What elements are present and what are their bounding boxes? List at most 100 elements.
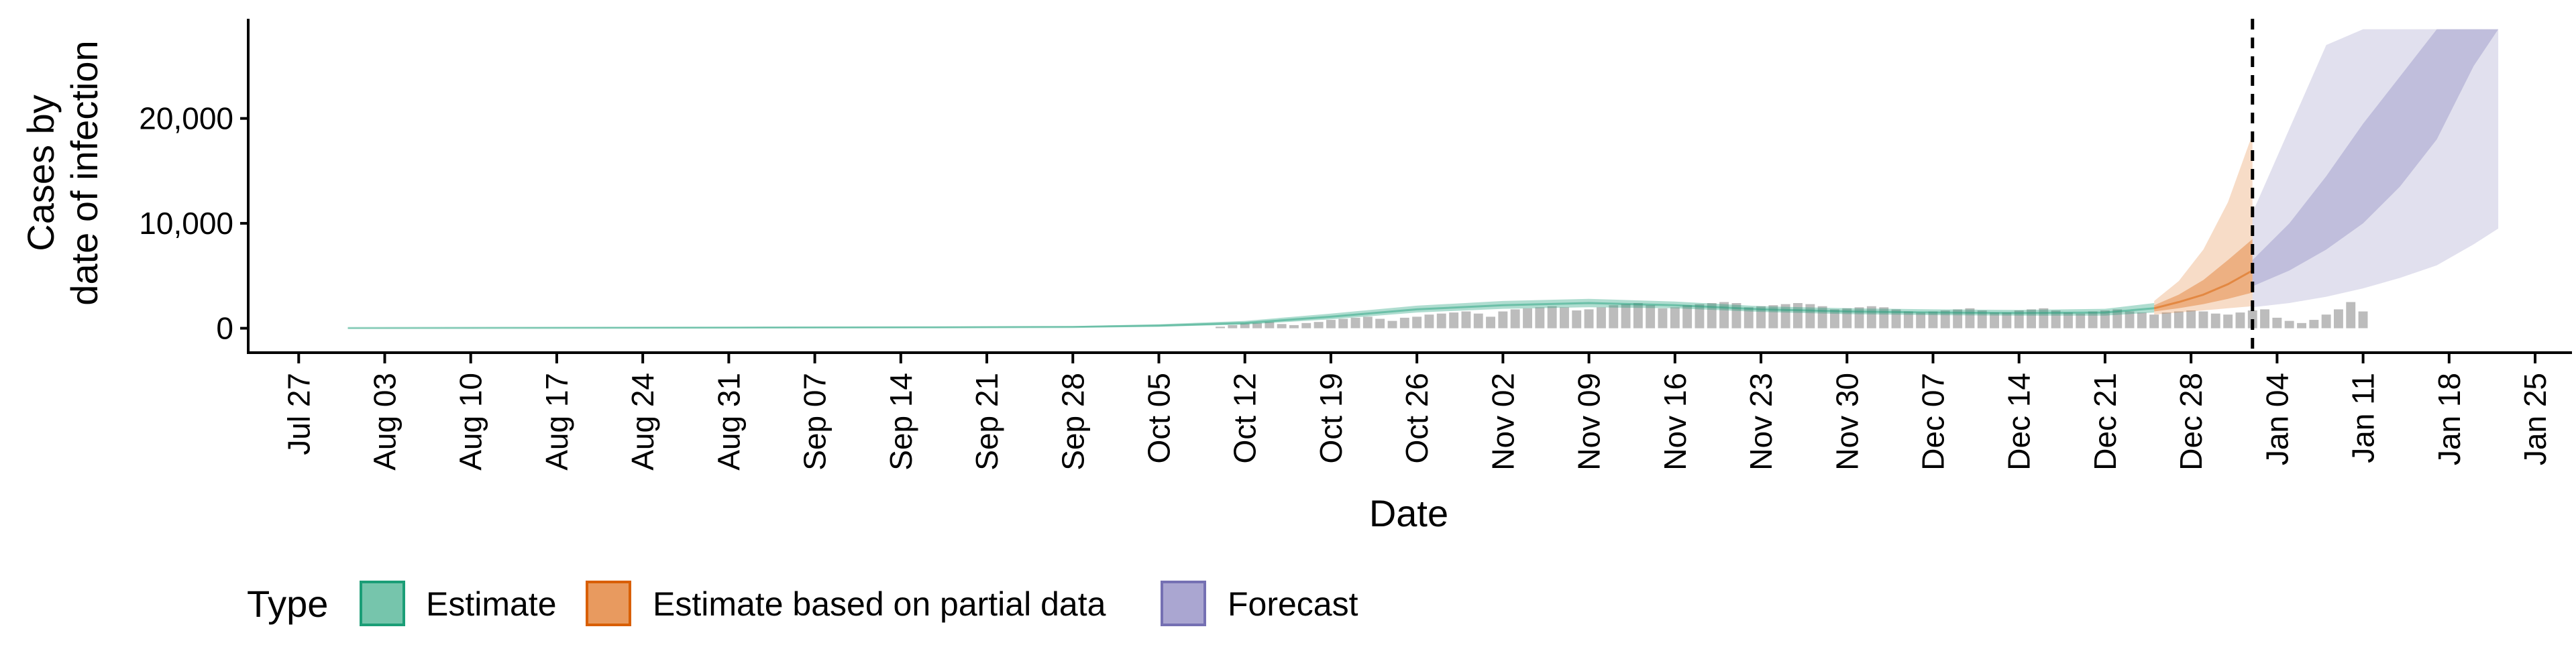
reported-cases-bar	[2235, 312, 2245, 329]
y-ticks: 0 10,000 20,000	[139, 101, 250, 346]
x-tick-label: Oct 26	[1399, 373, 1434, 464]
reported-cases-bar	[1584, 309, 1594, 329]
reported-cases-bar	[1301, 322, 1311, 329]
reported-cases-bar	[1830, 309, 1839, 329]
x-tick-label: Nov 23	[1743, 373, 1778, 471]
reported-cases-bar	[1743, 307, 1754, 329]
reported-cases-bar	[1682, 305, 1693, 329]
reported-cases-bar	[2186, 310, 2196, 329]
reported-cases-bar	[2112, 309, 2123, 329]
y-axis-title-line-2: date of infection	[63, 40, 105, 305]
reported-cases-bar	[2358, 311, 2368, 329]
x-tick-label: Sep 21	[969, 373, 1004, 471]
forecast-band-inner	[2252, 29, 2499, 286]
reported-cases-bar	[1375, 318, 1385, 329]
x-tick-label: Nov 30	[1829, 373, 1864, 471]
reported-cases-bar	[2321, 314, 2331, 329]
x-tick-label: Dec 21	[2088, 373, 2123, 471]
reported-cases-bar	[1338, 318, 1348, 329]
legend-key-estimate	[360, 581, 405, 626]
reported-cases-bar	[1719, 302, 1729, 329]
reported-cases-bar	[1695, 304, 1705, 329]
partial-median-line	[2153, 270, 2253, 310]
reported-cases-bar	[2039, 308, 2049, 329]
estimate-median-line	[347, 302, 2155, 329]
reported-cases-bar	[2210, 313, 2220, 329]
x-tick-label: Dec 07	[1916, 373, 1951, 471]
x-tick-label: Jan 18	[2432, 373, 2467, 465]
reported-cases-bar	[1916, 312, 1926, 329]
reported-cases-bar	[1498, 311, 1508, 329]
x-tick-label: Oct 19	[1313, 373, 1348, 464]
reported-cases-bar	[1891, 309, 1901, 329]
x-tick-label: Jan 04	[2259, 373, 2294, 465]
reported-cases-bar	[2334, 309, 2343, 329]
x-tick-label: Aug 03	[368, 373, 402, 471]
reported-cases-bar	[2223, 314, 2233, 329]
reported-cases-bar	[1461, 311, 1471, 329]
reported-cases-bar	[1646, 305, 1656, 329]
reported-cases-bar	[1326, 320, 1336, 329]
reported-cases-bar	[1621, 304, 1631, 329]
reported-cases-bar	[1252, 322, 1262, 329]
reported-cases-bar	[1940, 310, 1950, 329]
reported-cases-bar	[1449, 312, 1459, 329]
reported-cases-bar	[1265, 322, 1275, 329]
reported-cases-bar	[2051, 310, 2061, 329]
reported-cases-bar	[1597, 307, 1606, 329]
y-axis-title-line-1: Cases by	[19, 95, 62, 251]
x-tick-label: Jul 27	[281, 373, 316, 455]
reported-cases-bar	[2063, 312, 2073, 329]
reported-cases-bar	[1436, 313, 1446, 329]
reported-cases-bar	[1572, 310, 1582, 329]
y-tick-label: 0	[216, 311, 233, 346]
forecast-band-outer	[2252, 29, 2499, 308]
reported-cases-bar	[1228, 325, 1238, 329]
reported-cases-bar	[1707, 303, 1717, 329]
reported-cases-bar	[1670, 307, 1680, 329]
reported-cases-bar	[1486, 316, 1495, 329]
reported-cases-bar	[2014, 310, 2024, 329]
reported-cases-bar	[1805, 304, 1815, 329]
legend: Type Estimate Estimate based on partial …	[247, 581, 1358, 626]
reported-cases-bar	[1780, 304, 1790, 329]
estimate-band	[347, 298, 2155, 329]
y-tick-label: 20,000	[139, 101, 233, 136]
legend-label-forecast: Forecast	[1228, 585, 1358, 623]
axes	[247, 19, 2572, 354]
x-tick-label: Aug 10	[453, 373, 488, 471]
reported-cases-bar	[1842, 308, 1852, 329]
reported-cases-bar	[1903, 311, 1913, 329]
x-tick-label: Jan 25	[2518, 373, 2553, 465]
reported-cases-bar	[1731, 303, 1741, 329]
legend-key-forecast	[1161, 581, 1206, 626]
x-tick-label: Nov 02	[1485, 373, 1520, 471]
reported-cases-bar	[1633, 303, 1643, 329]
reported-cases-bar	[1866, 306, 1876, 329]
x-axis-title: Date	[1369, 492, 1448, 534]
reported-cases-bar	[1560, 307, 1569, 329]
x-tick-label: Aug 31	[711, 373, 746, 471]
reported-cases-bar	[2309, 320, 2319, 329]
reported-cases-bar	[1399, 317, 1409, 329]
reported-cases-bar	[2125, 311, 2135, 329]
reported-cases-bar	[1953, 309, 1963, 329]
reported-cases-bar	[1547, 306, 1557, 329]
x-tick-label: Jan 11	[2346, 373, 2381, 463]
reported-cases-bars	[1216, 302, 2368, 329]
reported-cases-bar	[2284, 320, 2294, 329]
reported-cases-bar	[1216, 327, 1225, 329]
reported-cases-bar	[2174, 311, 2184, 329]
legend-label-partial: Estimate based on partial data	[653, 585, 1106, 623]
reported-cases-bar	[2346, 302, 2356, 329]
x-tick-label: Aug 17	[539, 373, 574, 471]
reported-cases-bar	[2149, 314, 2159, 329]
x-ticks: Jul 27 Aug 03 Aug 10 Aug 17 Aug 24 Aug 31 Sep …	[281, 353, 2553, 471]
y-tick-label: 10,000	[139, 206, 233, 241]
x-tick-label: Aug 24	[625, 373, 660, 471]
reported-cases-bar	[2137, 312, 2147, 329]
reported-cases-bar	[1965, 308, 1975, 329]
x-tick-label: Sep 07	[798, 373, 833, 471]
reported-cases-bar	[1510, 309, 1520, 329]
